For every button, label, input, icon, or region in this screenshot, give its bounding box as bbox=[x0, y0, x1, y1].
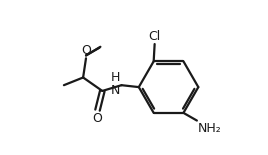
Text: H: H bbox=[111, 71, 121, 84]
Text: N: N bbox=[111, 84, 121, 97]
Text: NH₂: NH₂ bbox=[198, 122, 222, 135]
Text: Cl: Cl bbox=[148, 30, 161, 43]
Text: O: O bbox=[92, 112, 102, 125]
Text: O: O bbox=[81, 44, 91, 57]
